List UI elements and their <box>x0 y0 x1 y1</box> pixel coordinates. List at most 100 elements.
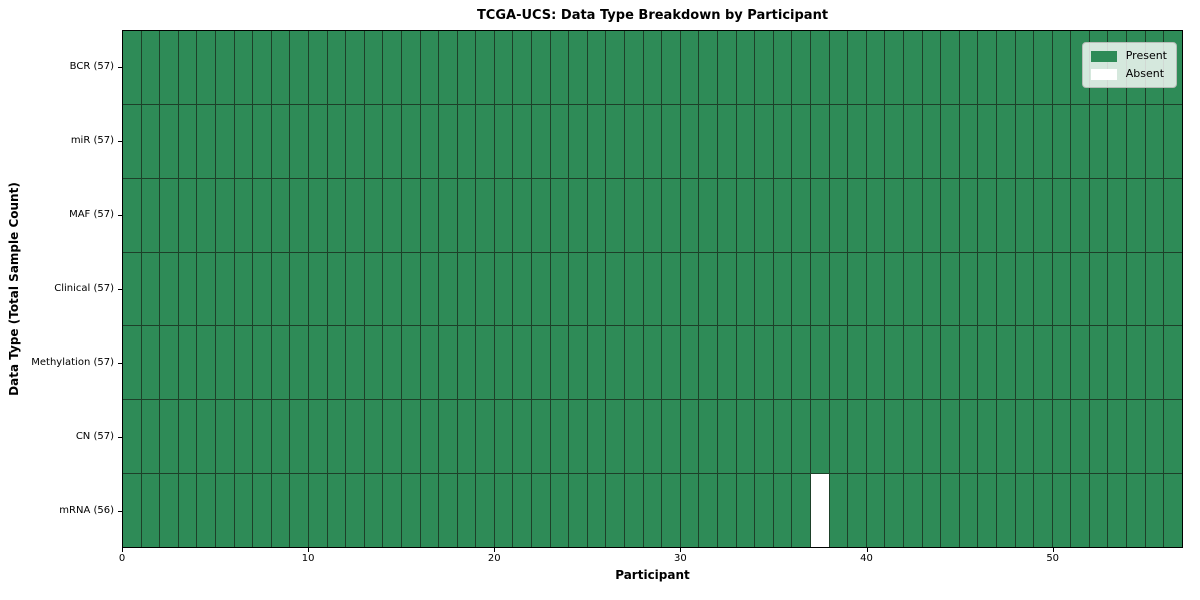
cell-present-bcr-34 <box>755 31 774 104</box>
cell-present-bcr-9 <box>290 31 309 104</box>
cell-present-mir-21 <box>513 104 533 178</box>
cell-present-cn-38 <box>829 400 849 474</box>
cell-present-mir-6 <box>234 104 254 178</box>
cell-present-bcr-42 <box>903 31 923 104</box>
cell-present-mir-39 <box>848 104 867 178</box>
cell-present-maf-44 <box>941 178 960 252</box>
cell-present-maf-51 <box>1071 178 1090 252</box>
cell-present-clinical-25 <box>587 252 607 326</box>
cell-present-mir-19 <box>476 104 495 178</box>
cell-present-methylation-53 <box>1108 326 1128 400</box>
cell-present-cn-40 <box>866 400 886 474</box>
cell-present-mrna-41 <box>885 474 904 548</box>
cell-present-methylation-49 <box>1034 326 1053 400</box>
cell-present-maf-38 <box>829 178 849 252</box>
x-tick-mark-50 <box>1052 548 1054 552</box>
cell-present-methylation-9 <box>290 326 309 400</box>
cell-present-mir-24 <box>569 104 588 178</box>
cell-present-methylation-44 <box>941 326 960 400</box>
cell-present-maf-46 <box>978 178 997 252</box>
cell-present-mir-52 <box>1089 104 1109 178</box>
cell-present-maf-24 <box>569 178 588 252</box>
cell-present-mir-48 <box>1015 104 1035 178</box>
cell-present-mir-36 <box>792 104 811 178</box>
cell-present-mrna-55 <box>1145 474 1165 548</box>
cell-present-mir-3 <box>178 104 198 178</box>
cell-present-clinical-30 <box>680 252 700 326</box>
cell-present-methylation-20 <box>494 326 514 400</box>
cell-present-mir-44 <box>941 104 960 178</box>
cell-present-methylation-43 <box>922 326 942 400</box>
cell-present-cn-37 <box>810 400 830 474</box>
cell-present-methylation-15 <box>401 326 421 400</box>
cell-present-cn-23 <box>550 400 570 474</box>
cell-present-bcr-22 <box>532 31 551 104</box>
legend-item-present: Present <box>1090 49 1167 62</box>
cell-present-mir-32 <box>718 104 737 178</box>
cell-present-mir-50 <box>1052 104 1072 178</box>
cell-absent-mrna-37 <box>810 474 830 548</box>
cell-present-maf-56 <box>1164 178 1182 252</box>
cell-present-maf-15 <box>401 178 421 252</box>
cell-present-maf-9 <box>290 178 309 252</box>
cell-present-cn-31 <box>699 400 718 474</box>
cell-present-clinical-22 <box>532 252 551 326</box>
cell-present-bcr-10 <box>308 31 328 104</box>
cell-present-maf-31 <box>699 178 718 252</box>
present-swatch <box>1090 50 1117 62</box>
cell-present-methylation-11 <box>327 326 347 400</box>
cell-present-mrna-31 <box>699 474 718 548</box>
legend-label-present: Present <box>1125 49 1167 62</box>
y-tick-label-mir: miR (57) <box>70 135 114 146</box>
cell-present-mir-12 <box>346 104 365 178</box>
cell-present-methylation-26 <box>606 326 626 400</box>
cell-present-bcr-0 <box>123 31 142 104</box>
cell-present-maf-45 <box>959 178 979 252</box>
cell-present-cn-41 <box>885 400 904 474</box>
cell-present-bcr-17 <box>439 31 458 104</box>
cell-present-mrna-6 <box>234 474 254 548</box>
cell-present-cn-21 <box>513 400 533 474</box>
cell-present-maf-28 <box>643 178 663 252</box>
cell-present-cn-19 <box>476 400 495 474</box>
cell-present-methylation-8 <box>271 326 291 400</box>
cell-present-mir-11 <box>327 104 347 178</box>
cell-present-methylation-5 <box>215 326 235 400</box>
cell-present-clinical-50 <box>1052 252 1072 326</box>
cell-present-mir-14 <box>383 104 402 178</box>
cell-present-methylation-2 <box>160 326 179 400</box>
cell-present-maf-20 <box>494 178 514 252</box>
cell-present-bcr-25 <box>587 31 607 104</box>
cell-present-cn-43 <box>922 400 942 474</box>
cell-present-maf-6 <box>234 178 254 252</box>
cell-present-cn-13 <box>364 400 384 474</box>
cell-present-cn-50 <box>1052 400 1072 474</box>
cell-present-maf-2 <box>160 178 179 252</box>
cell-present-mir-56 <box>1164 104 1182 178</box>
cell-present-maf-17 <box>439 178 458 252</box>
cell-present-mrna-5 <box>215 474 235 548</box>
legend-label-absent: Absent <box>1125 67 1165 80</box>
cell-present-bcr-29 <box>662 31 681 104</box>
cell-present-mir-16 <box>420 104 440 178</box>
cell-present-cn-39 <box>848 400 867 474</box>
cell-present-cn-24 <box>569 400 588 474</box>
cell-present-mir-47 <box>996 104 1016 178</box>
cell-present-cn-49 <box>1034 400 1053 474</box>
heatmap-row-clinical <box>123 252 1182 327</box>
cell-present-mrna-30 <box>680 474 700 548</box>
cell-present-clinical-49 <box>1034 252 1053 326</box>
x-axis-title: Participant <box>615 568 690 582</box>
x-tick-mark-0 <box>122 548 123 552</box>
cell-present-bcr-47 <box>996 31 1016 104</box>
cell-present-cn-51 <box>1071 400 1090 474</box>
cell-present-bcr-13 <box>364 31 384 104</box>
cell-present-bcr-35 <box>773 31 793 104</box>
y-tick-mark-cn <box>118 437 122 438</box>
cell-present-methylation-31 <box>699 326 718 400</box>
cell-present-clinical-46 <box>978 252 997 326</box>
cell-present-mrna-38 <box>829 474 849 548</box>
y-tick-label-bcr: BCR (57) <box>69 61 114 72</box>
cell-present-mrna-35 <box>773 474 793 548</box>
cell-present-mrna-48 <box>1015 474 1035 548</box>
